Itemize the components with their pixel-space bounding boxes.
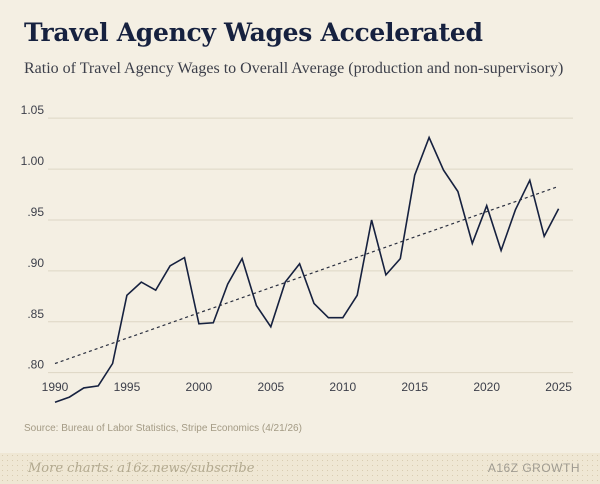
y-tick-label: 1.05 — [21, 103, 45, 117]
y-tick-label: .80 — [27, 358, 44, 372]
brand-logo: A16Z GROWTH — [487, 461, 580, 475]
x-tick-label: 2010 — [329, 380, 356, 394]
footer-bar: More charts: a16z.news/subscribe A16Z GR… — [0, 453, 600, 484]
series-line — [54, 135, 560, 403]
x-tick-label: 2020 — [473, 380, 500, 394]
line-chart: .80 .85 .90 .95 1.00 1.05 1990 1995 2000 2005 2010… — [21, 103, 573, 403]
chart-subtitle: Ratio of Travel Agency Wages to Overall … — [24, 60, 564, 77]
x-tick-label: 2025 — [545, 380, 572, 394]
x-tick-label: 2005 — [257, 380, 284, 394]
trend-line — [54, 185, 559, 365]
y-tick-label: .95 — [27, 205, 44, 219]
chart-title: Travel Agency Wages Accelerated — [24, 18, 483, 47]
more-charts-link[interactable]: More charts: a16z.news/subscribe — [28, 461, 255, 476]
source-note: Source: Bureau of Labor Statistics, Stri… — [24, 423, 302, 434]
y-tick-label: 1.00 — [21, 154, 45, 168]
x-tick-label: 2015 — [401, 380, 428, 394]
x-tick-label: 2000 — [186, 380, 213, 394]
y-tick-label: .90 — [27, 256, 44, 270]
x-tick-label: 1990 — [42, 380, 69, 394]
x-tick-label: 1995 — [114, 380, 141, 394]
y-tick-label: .85 — [27, 307, 44, 321]
